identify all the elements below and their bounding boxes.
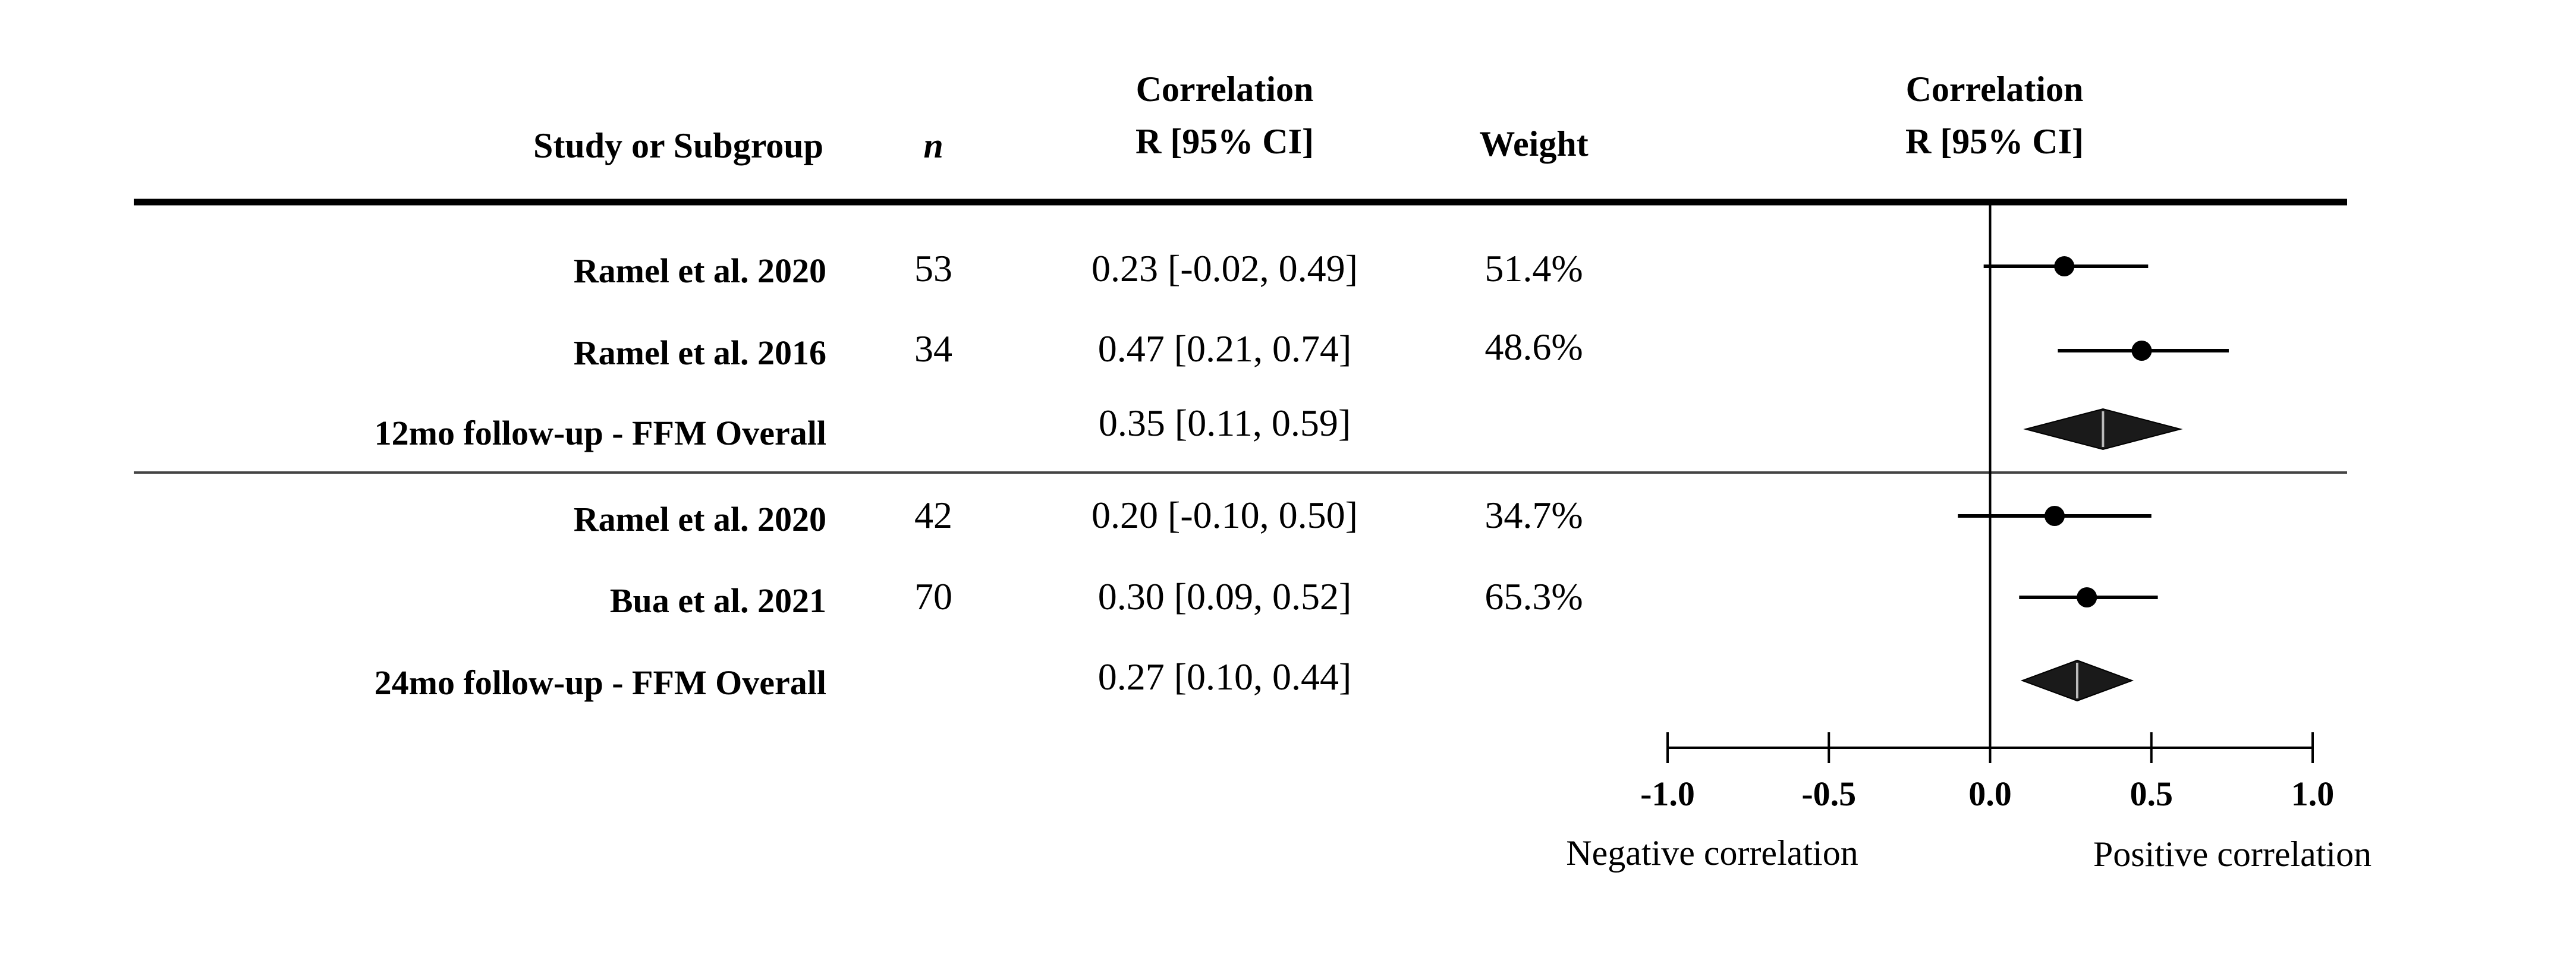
study-name: Bua et al. 2021 (610, 581, 826, 620)
point-estimate (2054, 256, 2075, 276)
study-n: 70 (914, 575, 952, 618)
study-ci-text: 0.47 [0.21, 0.74] (1098, 328, 1352, 370)
study-name: Ramel et al. 2020 (574, 251, 826, 290)
study-weight: 34.7% (1484, 494, 1583, 536)
header-plot-line1: Correlation (1906, 70, 2084, 109)
study-ci-text: 0.30 [0.09, 0.52] (1098, 575, 1352, 618)
negative-correlation-label: Negative correlation (1566, 833, 1858, 873)
header-plot-line2: R [95% CI] (1905, 122, 2084, 161)
study-ci-text: 0.23 [-0.02, 0.49] (1092, 247, 1358, 289)
x-tick-label: 1.0 (2291, 774, 2335, 813)
study-weight: 65.3% (1484, 575, 1583, 618)
overall-name: 12mo follow-up - FFM Overall (375, 414, 826, 452)
header-n: n (923, 126, 943, 165)
point-estimate (2045, 506, 2065, 526)
overall-ci-text: 0.35 [0.11, 0.59] (1099, 402, 1351, 444)
header-weight: Weight (1479, 124, 1588, 163)
overall-ci-text: 0.27 [0.10, 0.44] (1098, 656, 1352, 698)
study-n: 53 (914, 247, 952, 289)
study-weight: 48.6% (1484, 326, 1583, 368)
x-tick-label: 0.0 (1968, 774, 2012, 813)
study-ci-text: 0.20 [-0.10, 0.50] (1092, 494, 1358, 536)
positive-correlation-label: Positive correlation (2093, 835, 2371, 874)
point-estimate (2077, 587, 2097, 607)
x-tick-label: -1.0 (1640, 774, 1695, 813)
plot-area: -1.0 -0.5 0.0 0.5 1.0 (1640, 205, 2334, 813)
study-name: Ramel et al. 2020 (574, 500, 826, 539)
x-tick-label: -0.5 (1801, 774, 1856, 813)
point-estimate (2131, 341, 2152, 361)
header-study: Study or Subgroup (533, 126, 823, 165)
x-tick-label: 0.5 (2130, 774, 2174, 813)
study-weight: 51.4% (1484, 247, 1583, 289)
header-correlation-line2: R [95% CI] (1136, 122, 1314, 161)
overall-name: 24mo follow-up - FFM Overall (375, 663, 826, 702)
study-name: Ramel et al. 2016 (574, 333, 826, 372)
study-n: 42 (914, 494, 952, 536)
header-correlation-line1: Correlation (1136, 70, 1314, 109)
study-n: 34 (914, 328, 952, 370)
